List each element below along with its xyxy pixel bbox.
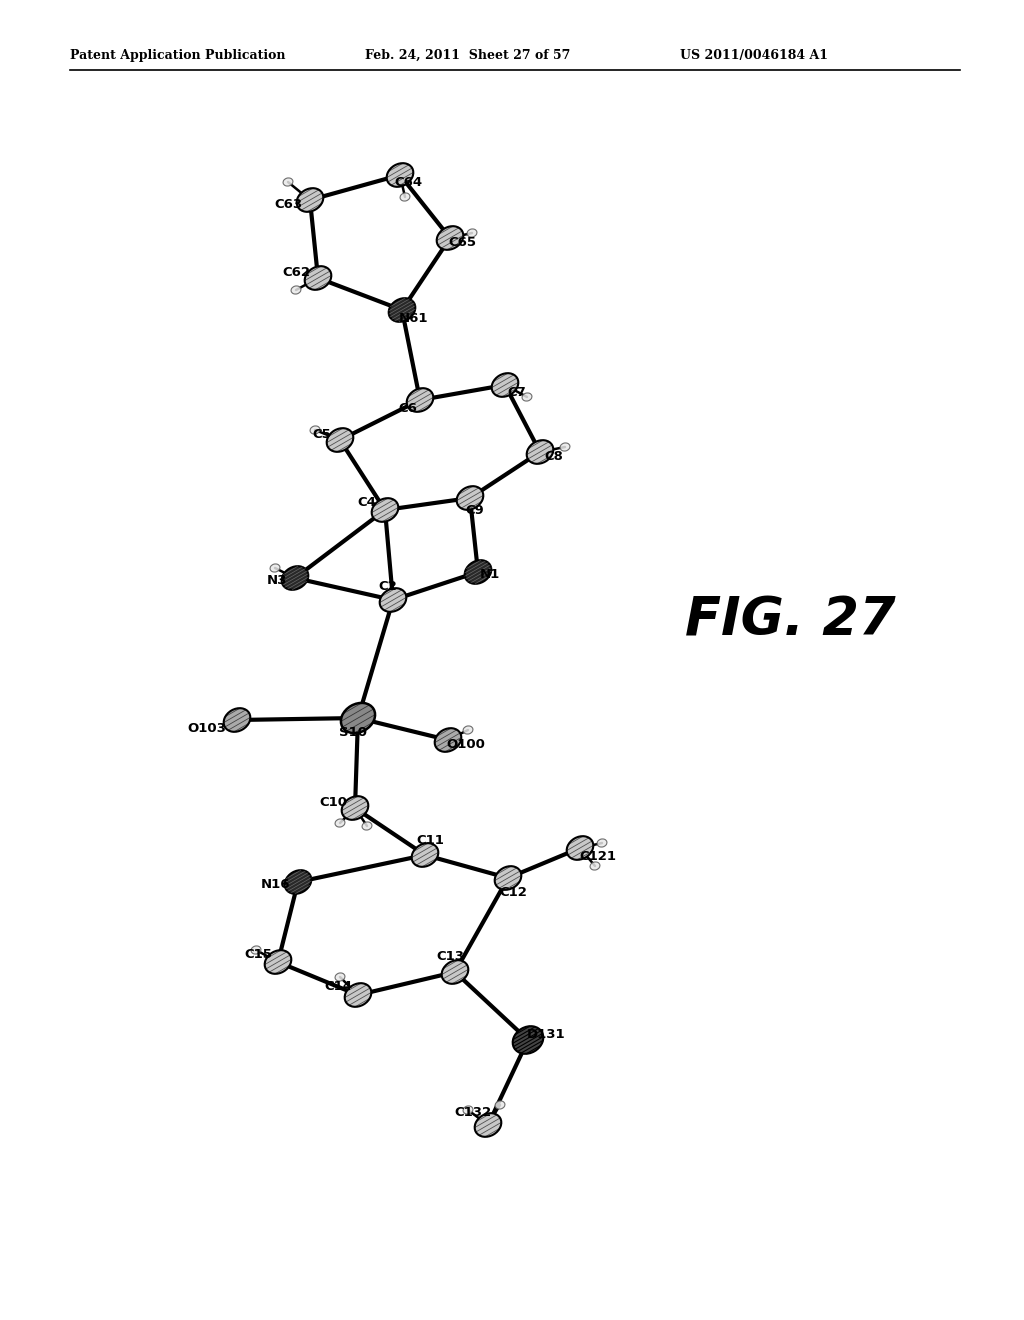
Ellipse shape — [492, 374, 518, 397]
Text: O103: O103 — [187, 722, 226, 734]
Ellipse shape — [335, 818, 345, 828]
Text: Feb. 24, 2011  Sheet 27 of 57: Feb. 24, 2011 Sheet 27 of 57 — [365, 49, 570, 62]
Ellipse shape — [495, 1101, 505, 1109]
Ellipse shape — [434, 729, 462, 752]
Text: C65: C65 — [449, 236, 476, 249]
Ellipse shape — [463, 1106, 473, 1114]
Ellipse shape — [297, 189, 324, 211]
Text: Patent Application Publication: Patent Application Publication — [70, 49, 286, 62]
Text: S10: S10 — [339, 726, 367, 738]
Text: US 2011/0046184 A1: US 2011/0046184 A1 — [680, 49, 828, 62]
Ellipse shape — [441, 960, 468, 983]
Text: N1: N1 — [480, 568, 500, 581]
Ellipse shape — [380, 589, 407, 612]
Text: C63: C63 — [274, 198, 302, 211]
Text: C62: C62 — [282, 267, 310, 280]
Ellipse shape — [264, 950, 291, 974]
Text: C6: C6 — [398, 401, 418, 414]
Ellipse shape — [335, 973, 345, 981]
Ellipse shape — [251, 946, 261, 954]
Text: C9: C9 — [466, 503, 484, 516]
Text: C14: C14 — [324, 981, 352, 994]
Text: C12: C12 — [499, 886, 527, 899]
Text: C8: C8 — [545, 450, 563, 463]
Text: C11: C11 — [416, 834, 444, 847]
Ellipse shape — [310, 426, 319, 434]
Text: N16: N16 — [261, 878, 291, 891]
Ellipse shape — [467, 228, 477, 238]
Ellipse shape — [407, 388, 433, 412]
Text: N61: N61 — [399, 312, 429, 325]
Ellipse shape — [513, 1026, 544, 1053]
Text: C7: C7 — [508, 387, 526, 400]
Text: N3: N3 — [267, 573, 287, 586]
Text: C64: C64 — [394, 177, 422, 190]
Ellipse shape — [522, 393, 531, 401]
Ellipse shape — [590, 862, 600, 870]
Ellipse shape — [475, 1113, 502, 1137]
Ellipse shape — [291, 286, 301, 294]
Text: C2: C2 — [379, 579, 397, 593]
Ellipse shape — [465, 560, 492, 583]
Text: C15: C15 — [244, 948, 272, 961]
Ellipse shape — [223, 708, 250, 731]
Ellipse shape — [526, 440, 553, 463]
Text: C4: C4 — [357, 495, 377, 508]
Ellipse shape — [341, 704, 375, 733]
Ellipse shape — [389, 298, 416, 322]
Ellipse shape — [463, 726, 473, 734]
Ellipse shape — [305, 267, 332, 290]
Text: C5: C5 — [312, 429, 332, 441]
Text: C121: C121 — [580, 850, 616, 862]
Ellipse shape — [387, 164, 414, 187]
Ellipse shape — [282, 566, 308, 590]
Ellipse shape — [495, 866, 521, 890]
Text: FIG. 27: FIG. 27 — [685, 594, 895, 645]
Ellipse shape — [597, 840, 607, 847]
Ellipse shape — [270, 564, 280, 572]
Ellipse shape — [560, 444, 570, 451]
Ellipse shape — [457, 486, 483, 510]
Ellipse shape — [345, 983, 372, 1007]
Ellipse shape — [362, 822, 372, 830]
Text: C10: C10 — [319, 796, 347, 809]
Text: O100: O100 — [446, 738, 485, 751]
Ellipse shape — [400, 193, 410, 201]
Ellipse shape — [372, 498, 398, 521]
Text: C132: C132 — [455, 1106, 492, 1119]
Ellipse shape — [327, 428, 353, 451]
Text: D131: D131 — [526, 1028, 565, 1041]
Ellipse shape — [283, 178, 293, 186]
Ellipse shape — [342, 796, 369, 820]
Ellipse shape — [285, 870, 311, 894]
Ellipse shape — [436, 226, 463, 249]
Ellipse shape — [566, 836, 593, 859]
Ellipse shape — [412, 843, 438, 867]
Text: C13: C13 — [436, 950, 464, 964]
